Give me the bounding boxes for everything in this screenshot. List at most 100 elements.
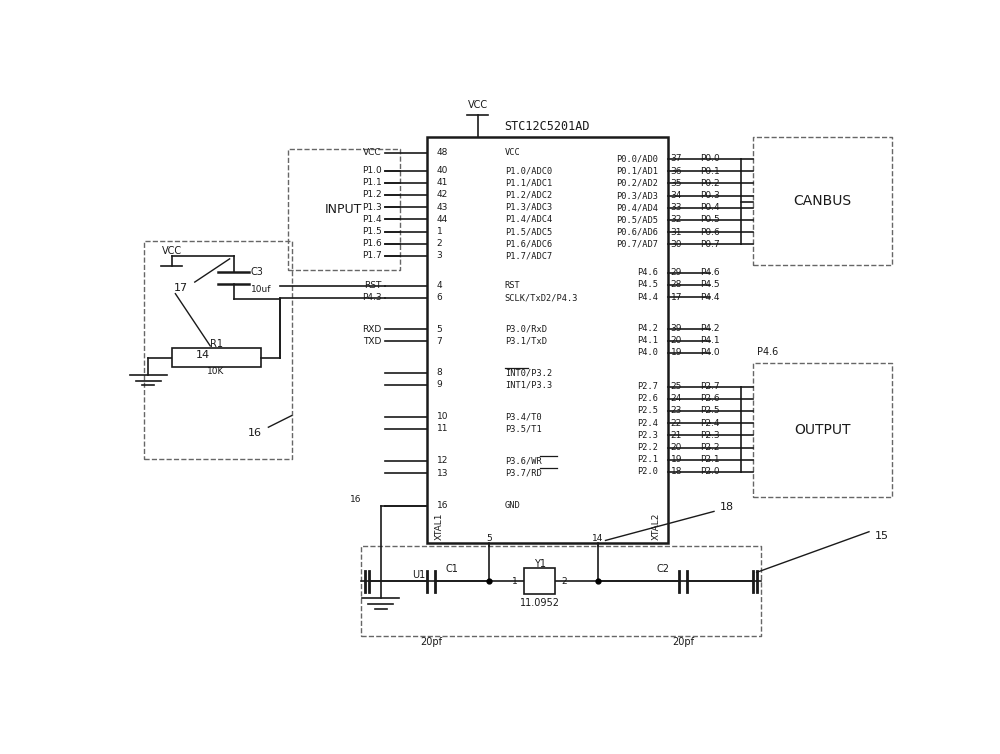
- Text: VCC: VCC: [363, 148, 382, 157]
- Text: C3: C3: [251, 267, 263, 277]
- Text: P4.5: P4.5: [637, 280, 658, 290]
- Text: 34: 34: [671, 191, 682, 200]
- Text: 16: 16: [248, 428, 262, 438]
- Text: P2.0: P2.0: [637, 467, 658, 477]
- Text: 10uf: 10uf: [251, 285, 271, 294]
- Text: TXD: TXD: [363, 337, 382, 346]
- Text: P1.1/ADC1: P1.1/ADC1: [505, 178, 552, 187]
- Text: P0.2: P0.2: [700, 179, 720, 188]
- Text: 8: 8: [437, 368, 442, 377]
- Text: P3.0/RxD: P3.0/RxD: [505, 325, 547, 333]
- Text: P0.7: P0.7: [700, 240, 720, 249]
- Text: P2.3: P2.3: [637, 431, 658, 440]
- Text: 44: 44: [437, 215, 448, 224]
- Text: 5: 5: [437, 325, 442, 333]
- Text: P0.2/AD2: P0.2/AD2: [616, 179, 658, 188]
- Text: P4.6: P4.6: [700, 268, 720, 277]
- Text: XTAL2: XTAL2: [651, 512, 660, 540]
- Text: 16: 16: [437, 501, 448, 510]
- Text: 25: 25: [671, 382, 682, 391]
- Text: P4.6: P4.6: [757, 347, 778, 357]
- Text: 7: 7: [437, 337, 442, 346]
- Text: P3.5/T1: P3.5/T1: [505, 425, 542, 434]
- Text: P2.5: P2.5: [700, 406, 720, 415]
- Text: 39: 39: [671, 324, 682, 333]
- Text: P4.0: P4.0: [700, 348, 720, 357]
- Text: 19: 19: [671, 455, 682, 464]
- Text: P4.5: P4.5: [700, 280, 720, 290]
- Text: P1.5/ADC5: P1.5/ADC5: [505, 227, 552, 236]
- Text: P2.7: P2.7: [700, 382, 720, 391]
- Text: 28: 28: [671, 280, 682, 290]
- Text: 29: 29: [671, 268, 682, 277]
- Text: P3.7/RD: P3.7/RD: [505, 468, 542, 477]
- Text: P1.4/ADC4: P1.4/ADC4: [505, 215, 552, 224]
- Text: P4.2: P4.2: [637, 324, 658, 333]
- Text: P1.6/ADC6: P1.6/ADC6: [505, 239, 552, 248]
- Text: C1: C1: [445, 565, 458, 575]
- Text: 10: 10: [437, 412, 448, 421]
- Text: 23: 23: [671, 406, 682, 415]
- Text: P4.4: P4.4: [700, 293, 720, 302]
- Text: P4.4: P4.4: [637, 293, 658, 302]
- Text: P1.7: P1.7: [362, 251, 382, 260]
- Text: P0.1: P0.1: [700, 167, 720, 176]
- Text: P0.6: P0.6: [700, 228, 720, 237]
- Text: P2.0: P2.0: [700, 467, 720, 477]
- Text: 13: 13: [437, 468, 448, 477]
- Text: P3.4/T0: P3.4/T0: [505, 412, 542, 421]
- Text: 2: 2: [437, 239, 442, 248]
- Text: P2.1: P2.1: [637, 455, 658, 464]
- Text: 14: 14: [592, 535, 603, 544]
- Text: 33: 33: [671, 204, 682, 213]
- Text: P0.1/AD1: P0.1/AD1: [616, 167, 658, 176]
- Text: SCLK/TxD2/P4.3: SCLK/TxD2/P4.3: [505, 293, 578, 302]
- Text: 18: 18: [671, 467, 682, 477]
- Text: VCC: VCC: [468, 100, 488, 110]
- Text: P0.7/AD7: P0.7/AD7: [616, 240, 658, 249]
- Text: INPUT: INPUT: [325, 203, 363, 216]
- Text: INT0/P3.2: INT0/P3.2: [505, 368, 552, 377]
- Text: P1.3/ADC3: P1.3/ADC3: [505, 203, 552, 212]
- Text: Y1: Y1: [534, 559, 546, 569]
- Text: P0.3: P0.3: [700, 191, 720, 200]
- Text: P4.3: P4.3: [362, 293, 382, 302]
- Text: 37: 37: [671, 155, 682, 164]
- Text: P0.0/AD0: P0.0/AD0: [616, 155, 658, 164]
- Text: U1: U1: [412, 570, 425, 581]
- Text: P2.7: P2.7: [637, 382, 658, 391]
- Text: P1.3: P1.3: [362, 203, 382, 212]
- Text: P2.5: P2.5: [637, 406, 658, 415]
- Text: P4.2: P4.2: [700, 324, 720, 333]
- Text: P2.6: P2.6: [637, 394, 658, 403]
- Text: 1: 1: [437, 227, 442, 236]
- Text: P1.2/ADC2: P1.2/ADC2: [505, 191, 552, 200]
- Text: 20pf: 20pf: [420, 637, 442, 647]
- Text: P4.1: P4.1: [637, 336, 658, 345]
- Text: P1.1: P1.1: [362, 178, 382, 187]
- Text: P1.5: P1.5: [362, 227, 382, 236]
- Text: 19: 19: [671, 348, 682, 357]
- Text: RST: RST: [364, 281, 382, 290]
- Text: 31: 31: [671, 228, 682, 237]
- Bar: [427, 137, 668, 544]
- Text: 1: 1: [512, 577, 518, 586]
- Text: 20: 20: [671, 443, 682, 452]
- Text: 15: 15: [875, 531, 889, 541]
- Text: 40: 40: [437, 166, 448, 175]
- Bar: [172, 348, 261, 367]
- Text: 21: 21: [671, 431, 682, 440]
- Text: P0.5/AD5: P0.5/AD5: [616, 216, 658, 225]
- Text: 35: 35: [671, 179, 682, 188]
- Text: 24: 24: [671, 394, 682, 403]
- Text: 20: 20: [671, 336, 682, 345]
- Text: P1.4: P1.4: [362, 215, 382, 224]
- Text: P2.4: P2.4: [637, 418, 658, 428]
- Text: STC12C5201AD: STC12C5201AD: [505, 120, 590, 133]
- Text: P2.3: P2.3: [700, 431, 720, 440]
- Text: 5: 5: [486, 535, 492, 544]
- Text: P0.3/AD3: P0.3/AD3: [616, 191, 658, 200]
- Text: 36: 36: [671, 167, 682, 176]
- Text: P4.6: P4.6: [637, 268, 658, 277]
- Text: OUTPUT: OUTPUT: [794, 423, 851, 437]
